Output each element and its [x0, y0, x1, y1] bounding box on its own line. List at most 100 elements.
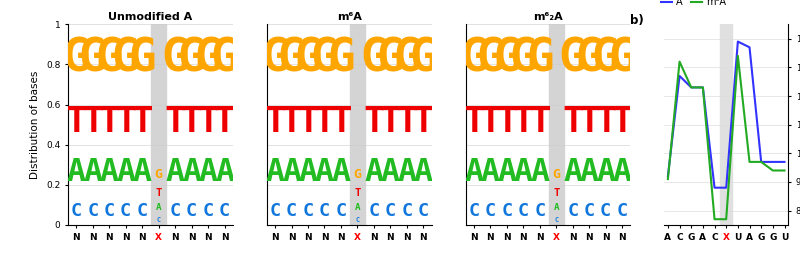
Title: m⁶A: m⁶A: [337, 12, 362, 22]
Title: m⁶₂A: m⁶₂A: [533, 12, 563, 22]
Text: T: T: [164, 105, 186, 139]
Text: A: A: [498, 157, 516, 188]
Text: G: G: [261, 37, 289, 82]
Text: T: T: [131, 105, 153, 139]
Text: C: C: [137, 202, 148, 220]
Text: C: C: [87, 202, 98, 220]
Text: A: A: [481, 157, 500, 188]
Text: G: G: [79, 37, 106, 82]
Text: C: C: [186, 202, 197, 220]
Text: T: T: [281, 105, 302, 139]
Text: G: G: [354, 168, 362, 181]
Text: A: A: [266, 157, 285, 188]
Text: G: G: [608, 37, 636, 82]
Text: C: C: [270, 202, 281, 220]
Text: T: T: [553, 188, 559, 198]
Text: T: T: [354, 188, 361, 198]
Text: G: G: [162, 37, 189, 82]
Text: C: C: [518, 202, 529, 220]
Text: A: A: [83, 157, 102, 188]
Text: C: C: [402, 202, 413, 220]
Text: T: T: [611, 105, 633, 139]
Text: G: G: [294, 37, 322, 82]
Text: G: G: [310, 37, 338, 82]
Text: T: T: [513, 105, 534, 139]
Text: T: T: [595, 105, 617, 139]
Text: C: C: [157, 217, 161, 223]
Text: G: G: [552, 168, 560, 181]
Text: C: C: [617, 202, 628, 220]
Text: G: G: [154, 168, 162, 181]
Text: T: T: [529, 105, 550, 139]
Text: A: A: [298, 157, 318, 188]
Text: C: C: [567, 202, 578, 220]
Text: C: C: [418, 202, 429, 220]
Text: C: C: [554, 217, 558, 223]
Text: G: G: [393, 37, 421, 82]
Text: T: T: [578, 105, 600, 139]
Text: A: A: [365, 157, 383, 188]
Text: C: C: [485, 202, 496, 220]
Text: A: A: [331, 157, 350, 188]
Text: b): b): [630, 14, 643, 27]
Bar: [151, 24, 166, 225]
Text: C: C: [286, 202, 297, 220]
Bar: [350, 24, 365, 225]
Text: T: T: [562, 105, 583, 139]
Text: G: G: [178, 37, 206, 82]
Text: G: G: [559, 37, 586, 82]
Text: T: T: [155, 188, 162, 198]
Text: C: C: [335, 202, 346, 220]
Text: G: G: [377, 37, 404, 82]
Text: T: T: [198, 105, 219, 139]
Legend: A, m⁶A: A, m⁶A: [657, 0, 730, 11]
Text: C: C: [368, 202, 379, 220]
Text: A: A: [580, 157, 598, 188]
Text: T: T: [380, 105, 401, 139]
Text: C: C: [534, 202, 546, 220]
Text: G: G: [360, 37, 388, 82]
Text: C: C: [104, 202, 114, 220]
Text: A: A: [514, 157, 533, 188]
Text: G: G: [128, 37, 156, 82]
Text: T: T: [82, 105, 103, 139]
Y-axis label: Distribution of bases: Distribution of bases: [30, 70, 41, 179]
Text: A: A: [66, 157, 86, 188]
Text: A: A: [381, 157, 400, 188]
Bar: [720, 24, 732, 225]
Text: T: T: [115, 105, 137, 139]
Text: G: G: [477, 37, 504, 82]
Text: A: A: [354, 203, 360, 212]
Text: C: C: [202, 202, 214, 220]
Text: G: G: [493, 37, 521, 82]
Text: A: A: [315, 157, 334, 188]
Text: G: G: [95, 37, 123, 82]
Text: A: A: [182, 157, 201, 188]
Text: G: G: [210, 37, 238, 82]
Text: T: T: [214, 105, 235, 139]
Text: T: T: [479, 105, 501, 139]
Text: C: C: [319, 202, 330, 220]
Text: T: T: [181, 105, 202, 139]
Text: T: T: [98, 105, 120, 139]
Text: C: C: [385, 202, 396, 220]
Text: T: T: [298, 105, 318, 139]
Text: A: A: [156, 203, 162, 212]
Text: G: G: [112, 37, 139, 82]
Text: T: T: [66, 105, 87, 139]
Text: G: G: [194, 37, 222, 82]
Text: G: G: [327, 37, 355, 82]
Text: C: C: [502, 202, 512, 220]
Text: C: C: [219, 202, 230, 220]
Text: G: G: [526, 37, 554, 82]
Text: A: A: [414, 157, 433, 188]
Text: A: A: [133, 157, 152, 188]
Text: C: C: [120, 202, 131, 220]
Text: T: T: [413, 105, 434, 139]
Text: A: A: [398, 157, 416, 188]
Text: G: G: [62, 37, 90, 82]
Text: G: G: [510, 37, 537, 82]
Text: C: C: [170, 202, 181, 220]
Text: A: A: [554, 203, 559, 212]
Text: A: A: [530, 157, 550, 188]
